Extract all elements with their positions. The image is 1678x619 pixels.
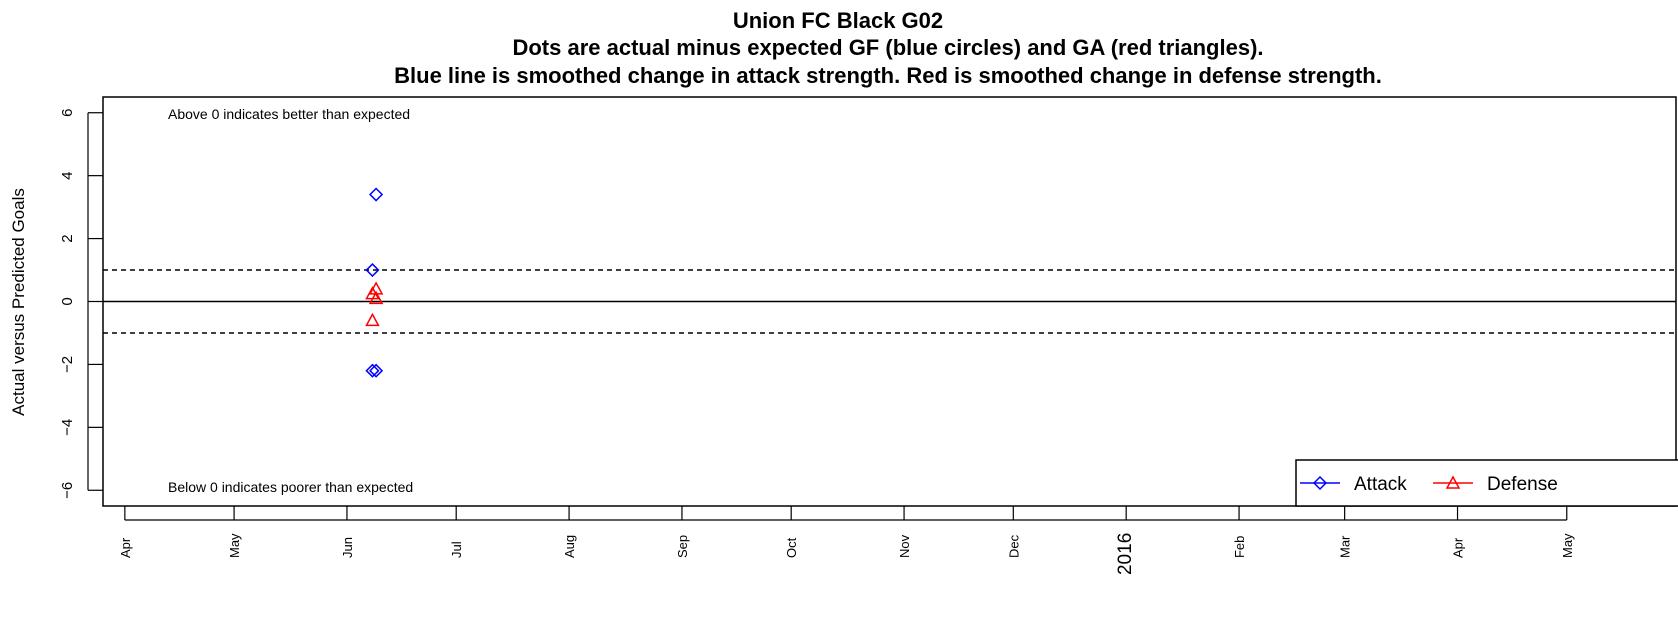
x-tick-label: Nov <box>897 534 912 558</box>
x-tick-label: Dec <box>1006 534 1021 558</box>
legend-defense-label: Defense <box>1487 474 1558 495</box>
x-tick-label: Jul <box>449 541 464 558</box>
defense-point <box>368 290 384 305</box>
x-tick-label: May <box>227 533 242 558</box>
attack-point <box>369 363 384 378</box>
note-above-zero: Above 0 indicates better than expected <box>168 106 410 122</box>
legend-box <box>1295 459 1678 507</box>
x-tick-label: Sep <box>675 535 690 558</box>
chart-title: Union FC Black G02 Dots are actual minus… <box>394 8 1382 88</box>
y-tick-label: 6 <box>59 109 76 117</box>
x-tick-label: 2016 <box>1115 533 1136 575</box>
attack-point <box>365 262 380 278</box>
legend-attack-label: Attack <box>1354 474 1407 495</box>
y-tick-label: −6 <box>59 482 76 499</box>
title-line-3: Blue line is smoothed change in attack s… <box>394 63 1382 88</box>
data-points <box>365 187 384 378</box>
attack-point <box>365 363 380 378</box>
y-tick-label: −4 <box>59 419 76 436</box>
x-tick-label: Apr <box>1451 537 1466 558</box>
y-axis-label: Actual versus Predicted Goals <box>9 188 28 416</box>
x-tick-label: Apr <box>118 537 133 558</box>
x-tick-label: Feb <box>1232 536 1247 558</box>
legend-defense-triangle-icon <box>1445 475 1461 489</box>
x-tick-label: Aug <box>562 535 577 558</box>
y-axis: −6 −4 −2 0 2 4 6 <box>59 109 103 499</box>
y-tick-label: −2 <box>59 356 76 373</box>
y-tick-label: 2 <box>59 234 76 242</box>
defense-point <box>365 312 380 327</box>
x-tick-label: Mar <box>1338 535 1353 558</box>
x-tick-label: Jun <box>340 537 355 558</box>
title-line-2: Dots are actual minus expected GF (blue … <box>512 35 1263 60</box>
legend-attack-diamond-icon <box>1312 475 1328 491</box>
note-below-zero: Below 0 indicates poorer than expected <box>168 479 413 495</box>
x-tick-label: May <box>1560 533 1575 558</box>
title-line-1: Union FC Black G02 <box>733 8 943 33</box>
reference-lines <box>103 269 1676 334</box>
x-tick-label: Oct <box>784 537 799 558</box>
attack-point <box>369 187 384 202</box>
y-tick-label: 0 <box>59 297 76 305</box>
legend: Attack Defense <box>1295 459 1678 507</box>
y-tick-label: 4 <box>59 171 76 179</box>
x-axis: Apr May Jun Jul Aug Sep Oct Nov Dec 2016 Feb Mar Apr… <box>118 506 1575 575</box>
